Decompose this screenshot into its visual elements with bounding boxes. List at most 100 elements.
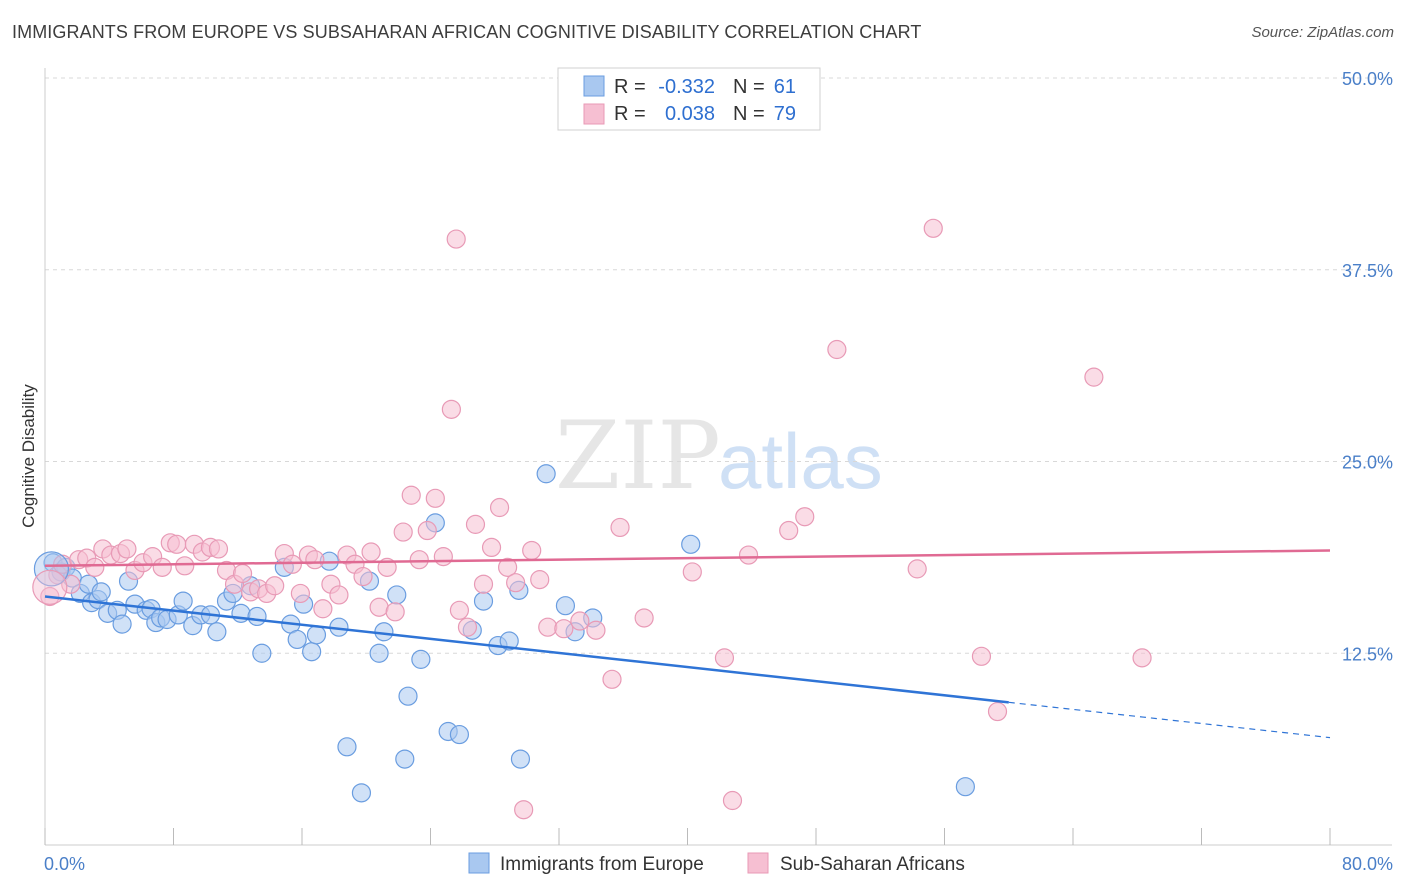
europe-point-35 (302, 642, 322, 662)
africans-point-63 (538, 617, 558, 637)
africans-point-21 (208, 539, 229, 559)
y-tick-labels: 12.5% 25.0% 37.5% 50.0% (1342, 69, 1393, 664)
europe-point-58 (555, 596, 576, 616)
africans-point-50 (441, 399, 461, 419)
trend-lines (44, 549, 1331, 739)
africans-point-33 (305, 550, 325, 570)
bottom-legend-swatch-pink (747, 852, 769, 874)
europe-point-57 (536, 464, 556, 484)
africans-point-67 (602, 669, 622, 689)
europe-point-11 (112, 614, 132, 634)
europe-point-29 (247, 606, 267, 627)
data-points (32, 218, 1152, 820)
legend-n-label-1: N = (733, 76, 765, 98)
europe-trend-extension (1008, 701, 1331, 739)
y-tick-label-1: 25.0% (1342, 453, 1393, 473)
africans-point-74 (779, 520, 799, 541)
legend-n-label-2: N = (733, 103, 765, 125)
legend-r-value-2: 0.038 (665, 103, 715, 125)
africans-trend-line (44, 549, 1331, 568)
legend-n-value-1: 61 (774, 76, 796, 98)
legend-swatch-pink (583, 103, 605, 125)
chart-title: IMMIGRANTS FROM EUROPE VS SUBSAHARAN AFR… (12, 22, 922, 42)
europe-point-42 (369, 643, 389, 663)
europe-point-52 (473, 591, 494, 611)
legend-r-label-2: R = (614, 103, 646, 125)
europe-point-40 (351, 783, 372, 803)
x-tick-label-0: 0.0% (44, 854, 85, 874)
africans-point-80 (987, 701, 1008, 722)
bottom-legend-europe: Immigrants from Europe (500, 854, 704, 875)
africans-point-43 (385, 602, 405, 622)
africans-point-46 (409, 550, 429, 570)
europe-point-44 (387, 585, 407, 605)
africans-point-73 (738, 545, 759, 565)
africans-point-60 (514, 800, 534, 820)
europe-point-cluster (33, 551, 70, 587)
africans-point-34 (313, 599, 333, 619)
africans-point-79 (971, 646, 992, 666)
europe-point-33 (287, 629, 307, 650)
legend-swatch-blue (583, 75, 605, 97)
africans-point-62 (530, 570, 550, 590)
africans-point-69 (634, 608, 654, 628)
europe-trend-line (44, 595, 1009, 704)
europe-point-20 (173, 591, 193, 611)
africans-point-10 (117, 539, 137, 559)
europe-point-39 (337, 737, 357, 757)
watermark-zip: ZIP (555, 402, 721, 511)
africans-point-56 (481, 537, 502, 558)
africans-point-36 (329, 585, 349, 605)
africans-point-68 (610, 517, 630, 538)
africans-point-39 (353, 566, 373, 587)
europe-point-61 (681, 534, 701, 554)
africans-point-cluster (32, 569, 68, 605)
africans-point-53 (457, 617, 478, 637)
africans-point-77 (907, 559, 927, 579)
africans-point-61 (522, 540, 542, 561)
europe-point-36 (306, 625, 327, 645)
africans-point-41 (369, 597, 389, 617)
watermark: ZIP atlas (555, 402, 883, 511)
africans-point-49 (433, 547, 453, 567)
africans-point-52 (449, 600, 470, 620)
africans-point-54 (465, 514, 486, 534)
africans-point-44 (393, 522, 413, 542)
europe-point-50 (449, 724, 470, 745)
africans-point-31 (290, 583, 310, 604)
legend-r-label-1: R = (614, 76, 646, 98)
africans-point-64 (554, 619, 574, 639)
africans-point-81 (1084, 367, 1104, 387)
africans-point-30 (282, 554, 302, 574)
europe-point-30 (252, 643, 272, 663)
africans-point-6 (85, 557, 105, 577)
africans-point-72 (722, 790, 743, 811)
africans-point-75 (795, 507, 815, 527)
africans-point-76 (827, 339, 847, 360)
source-label: Source: ZipAtlas.com (1251, 24, 1394, 41)
correlation-legend: R = -0.332 N = 61 R = 0.038 N = 79 (557, 67, 821, 131)
africans-point-40 (361, 542, 381, 562)
y-tick-label-3: 50.0% (1342, 69, 1393, 89)
y-tick-label-0: 12.5% (1342, 644, 1393, 664)
europe-point-46 (398, 686, 418, 706)
africans-point-58 (498, 557, 518, 577)
africans-point-47 (417, 520, 437, 541)
europe-point-45 (395, 749, 415, 769)
africans-point-70 (682, 562, 702, 582)
africans-point-16 (167, 534, 187, 554)
axes (44, 68, 1392, 846)
legend-r-value-1: -0.332 (658, 76, 715, 98)
africans-point-28 (265, 576, 285, 596)
bottom-legend-swatch-blue (468, 852, 490, 874)
africans-point-45 (401, 485, 421, 505)
europe-point-62 (955, 777, 975, 797)
africans-point-51 (446, 229, 466, 249)
africans-point-55 (473, 574, 494, 594)
europe-point-56 (510, 749, 531, 769)
x-tick-label-1: 80.0% (1342, 854, 1393, 874)
africans-point-78 (923, 218, 943, 238)
europe-point-54 (499, 631, 519, 651)
x-tick-labels: 0.0% 80.0% (44, 854, 1393, 874)
